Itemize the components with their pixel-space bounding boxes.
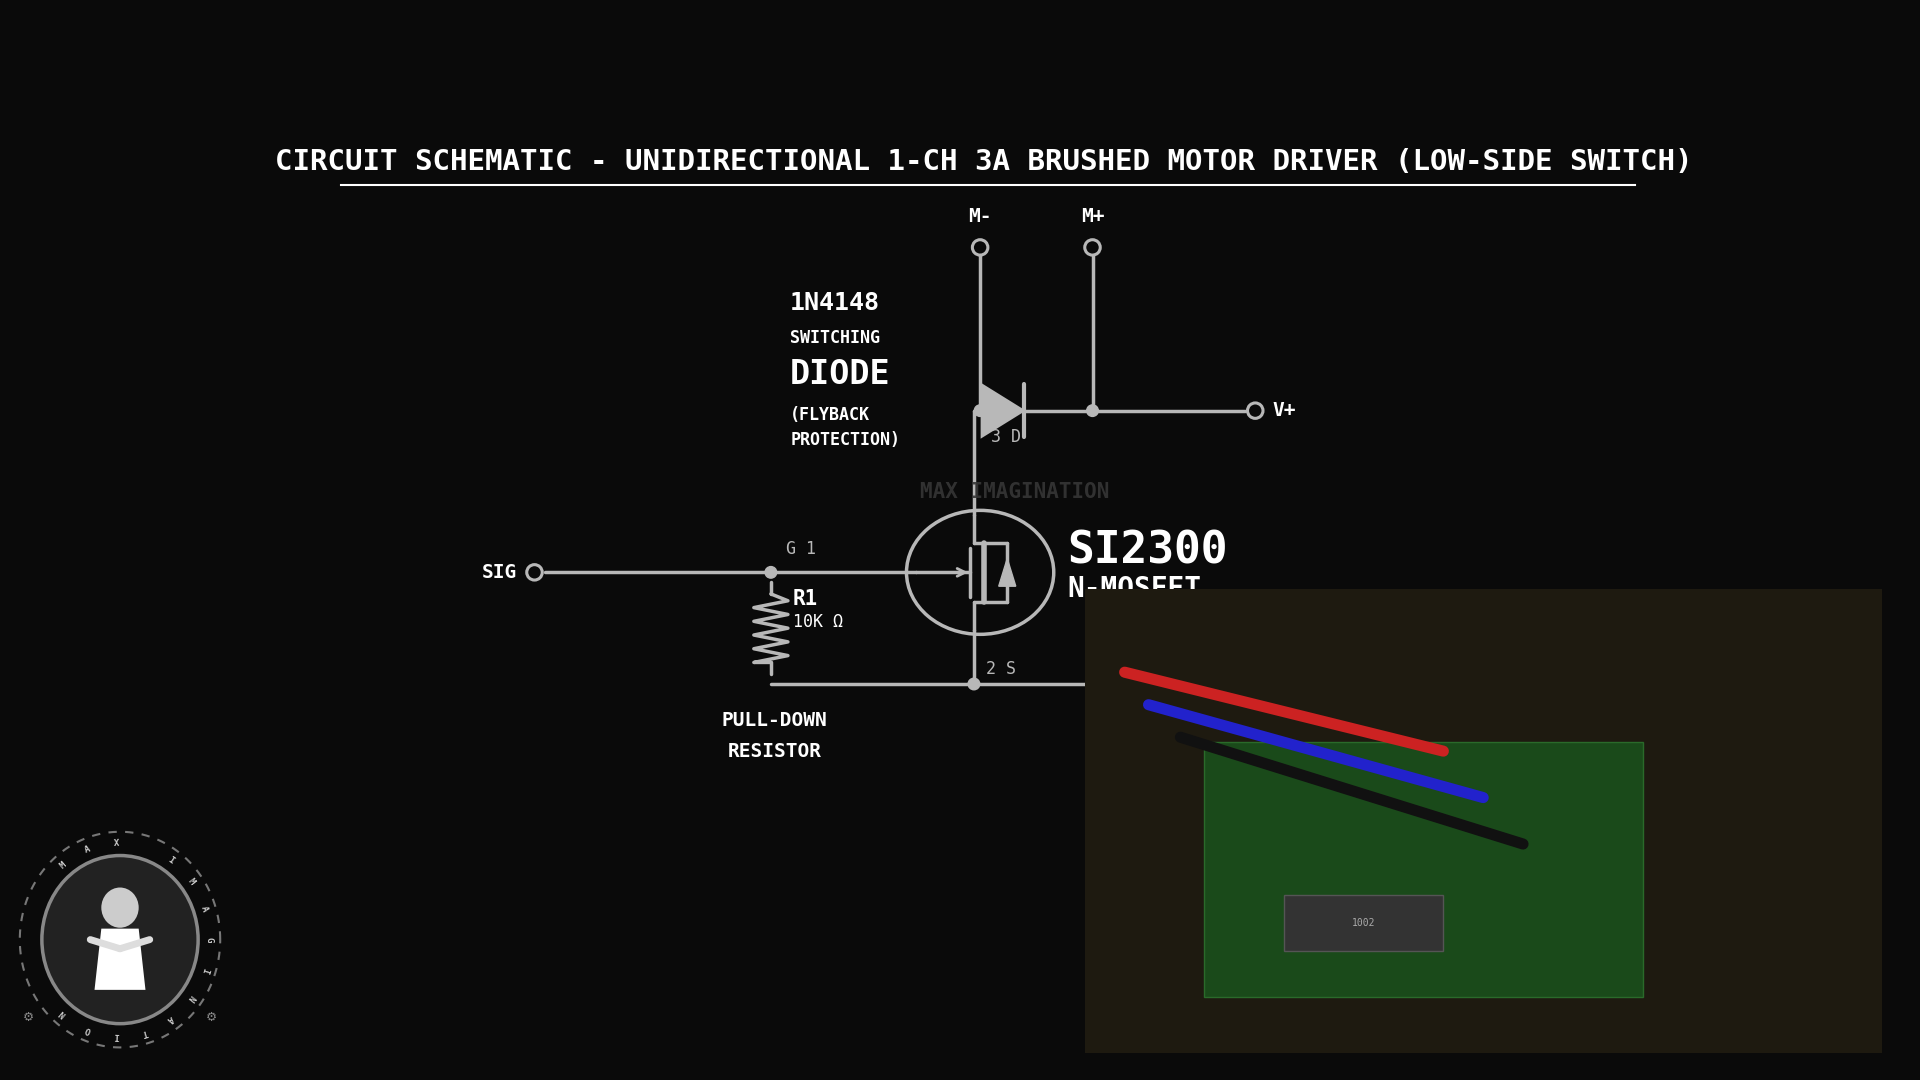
FancyBboxPatch shape bbox=[1284, 895, 1444, 950]
Text: GND: GND bbox=[1273, 675, 1308, 693]
Circle shape bbox=[973, 405, 987, 417]
Text: (FLYBACK: (FLYBACK bbox=[791, 405, 870, 423]
Text: SWITCHING: SWITCHING bbox=[791, 328, 879, 347]
FancyBboxPatch shape bbox=[1085, 589, 1882, 1053]
Text: A: A bbox=[165, 1013, 175, 1024]
Text: PROTECTION): PROTECTION) bbox=[791, 431, 900, 449]
Text: A: A bbox=[84, 845, 92, 855]
Text: ⚙: ⚙ bbox=[23, 1011, 35, 1024]
Text: G: G bbox=[205, 937, 213, 942]
Text: M: M bbox=[186, 877, 196, 887]
Text: SIG: SIG bbox=[482, 563, 518, 582]
Polygon shape bbox=[94, 929, 146, 990]
Polygon shape bbox=[981, 384, 1023, 436]
Text: 10K Ω: 10K Ω bbox=[793, 613, 843, 632]
Text: N: N bbox=[58, 1009, 67, 1018]
Circle shape bbox=[102, 888, 138, 928]
Text: M+: M+ bbox=[1081, 207, 1104, 226]
Circle shape bbox=[42, 855, 198, 1024]
Circle shape bbox=[968, 678, 979, 690]
Text: I: I bbox=[200, 967, 209, 974]
Text: 3 D: 3 D bbox=[991, 428, 1021, 446]
Text: I: I bbox=[165, 855, 175, 866]
Circle shape bbox=[764, 567, 778, 578]
FancyBboxPatch shape bbox=[1204, 742, 1642, 997]
Text: 2 S: 2 S bbox=[985, 660, 1016, 678]
Text: ⚙: ⚙ bbox=[205, 1011, 217, 1024]
Text: 1002: 1002 bbox=[1352, 918, 1375, 928]
Text: M: M bbox=[58, 861, 67, 870]
Text: M-: M- bbox=[968, 207, 993, 226]
Text: N: N bbox=[186, 993, 196, 1002]
Text: T: T bbox=[140, 1027, 148, 1037]
Text: I: I bbox=[113, 1030, 119, 1040]
Text: A: A bbox=[200, 905, 209, 913]
Text: RESISTOR: RESISTOR bbox=[728, 742, 822, 760]
Text: X: X bbox=[113, 839, 119, 849]
Text: N-MOSFET: N-MOSFET bbox=[1068, 576, 1202, 604]
Text: PULL-DOWN: PULL-DOWN bbox=[722, 711, 828, 730]
Text: CIRCUIT SCHEMATIC - UNIDIRECTIONAL 1-CH 3A BRUSHED MOTOR DRIVER (LOW-SIDE SWITCH: CIRCUIT SCHEMATIC - UNIDIRECTIONAL 1-CH … bbox=[275, 148, 1693, 176]
Text: DIODE: DIODE bbox=[791, 357, 891, 391]
Text: G 1: G 1 bbox=[787, 540, 816, 558]
Text: MAX IMAGINATION: MAX IMAGINATION bbox=[920, 482, 1110, 501]
Text: R1: R1 bbox=[793, 590, 818, 609]
Text: O: O bbox=[84, 1024, 92, 1035]
Circle shape bbox=[1087, 405, 1098, 417]
Text: 1N4148: 1N4148 bbox=[791, 291, 879, 315]
Polygon shape bbox=[998, 558, 1016, 586]
Text: SI2300: SI2300 bbox=[1068, 529, 1229, 572]
Text: V+: V+ bbox=[1273, 401, 1296, 420]
